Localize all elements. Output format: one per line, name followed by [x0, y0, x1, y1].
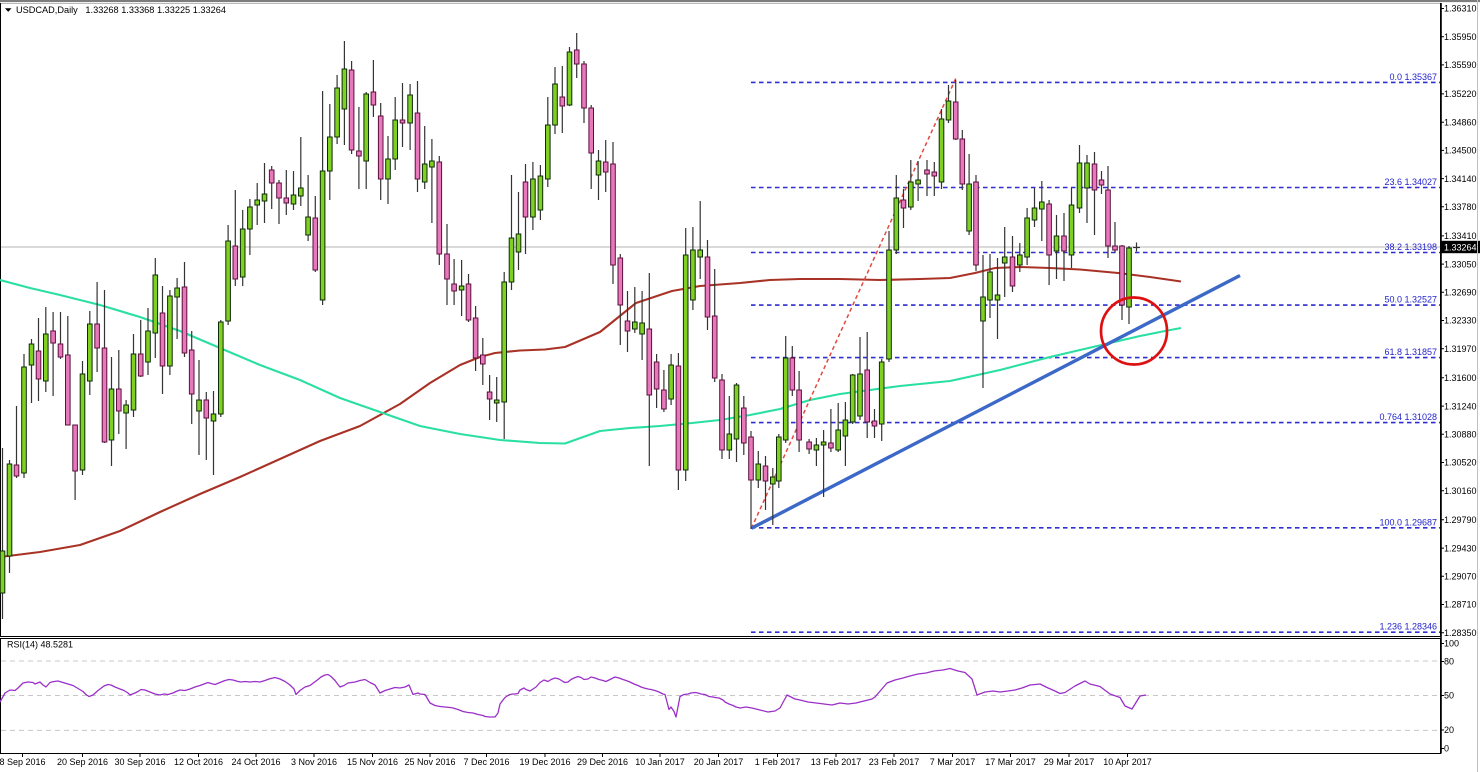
svg-text:20: 20 — [1444, 725, 1454, 735]
svg-text:12 Oct 2016: 12 Oct 2016 — [174, 757, 223, 767]
svg-text:3 Nov 2016: 3 Nov 2016 — [291, 757, 337, 767]
svg-text:1.31600: 1.31600 — [1444, 373, 1477, 383]
svg-text:19 Dec 2016: 19 Dec 2016 — [519, 757, 570, 767]
svg-text:1.33410: 1.33410 — [1444, 231, 1477, 241]
svg-text:25 Nov 2016: 25 Nov 2016 — [404, 757, 455, 767]
svg-text:29 Dec 2016: 29 Dec 2016 — [577, 757, 628, 767]
svg-text:1.30160: 1.30160 — [1444, 486, 1477, 496]
svg-text:23 Feb 2017: 23 Feb 2017 — [869, 757, 920, 767]
svg-text:17 Mar 2017: 17 Mar 2017 — [985, 757, 1036, 767]
svg-text:RSI(14) 48.5281: RSI(14) 48.5281 — [7, 640, 73, 650]
svg-text:23.6 1.34027: 23.6 1.34027 — [1384, 177, 1437, 187]
svg-text:10 Apr 2017: 10 Apr 2017 — [1103, 757, 1152, 767]
svg-text:1 Feb 2017: 1 Feb 2017 — [755, 757, 801, 767]
svg-text:61.8 1.31857: 61.8 1.31857 — [1384, 347, 1437, 357]
svg-text:1.33780: 1.33780 — [1444, 202, 1477, 212]
svg-text:24 Oct 2016: 24 Oct 2016 — [231, 757, 280, 767]
svg-text:100.0 1.29687: 100.0 1.29687 — [1379, 517, 1437, 527]
svg-text:50.0 1.32527: 50.0 1.32527 — [1384, 295, 1437, 305]
svg-text:100: 100 — [1444, 639, 1459, 649]
svg-text:1.28350: 1.28350 — [1444, 628, 1477, 638]
svg-text:80: 80 — [1444, 657, 1454, 667]
svg-text:USDCAD,Daily 1.33268 1.33368: USDCAD,Daily 1.33268 1.33368 1.33225 1.3… — [16, 5, 226, 15]
svg-text:1.32330: 1.32330 — [1444, 316, 1477, 326]
svg-text:1.35950: 1.35950 — [1444, 32, 1477, 42]
svg-text:7 Mar 2017: 7 Mar 2017 — [930, 757, 976, 767]
svg-text:1.28710: 1.28710 — [1444, 600, 1477, 610]
svg-text:1.36310: 1.36310 — [1444, 4, 1477, 14]
svg-text:1.34500: 1.34500 — [1444, 146, 1477, 156]
svg-text:10 Jan 2017: 10 Jan 2017 — [635, 757, 685, 767]
svg-text:1.30880: 1.30880 — [1444, 430, 1477, 440]
svg-text:1.236 1.28346: 1.236 1.28346 — [1379, 622, 1437, 632]
svg-text:0.764 1.31028: 0.764 1.31028 — [1379, 412, 1437, 422]
svg-text:1.32690: 1.32690 — [1444, 288, 1477, 298]
svg-text:29 Mar 2017: 29 Mar 2017 — [1044, 757, 1095, 767]
svg-text:1.33264: 1.33264 — [1444, 242, 1477, 252]
svg-text:1.31240: 1.31240 — [1444, 401, 1477, 411]
svg-text:13 Feb 2017: 13 Feb 2017 — [811, 757, 862, 767]
svg-text:1.35590: 1.35590 — [1444, 60, 1477, 70]
svg-text:50: 50 — [1444, 691, 1454, 701]
svg-text:1.34860: 1.34860 — [1444, 117, 1477, 127]
svg-text:1.35220: 1.35220 — [1444, 89, 1477, 99]
svg-text:1.34140: 1.34140 — [1444, 174, 1477, 184]
svg-text:8 Sep 2016: 8 Sep 2016 — [0, 757, 46, 767]
svg-text:15 Nov 2016: 15 Nov 2016 — [347, 757, 398, 767]
svg-text:20 Jan 2017: 20 Jan 2017 — [694, 757, 744, 767]
svg-text:7 Dec 2016: 7 Dec 2016 — [463, 757, 509, 767]
svg-text:1.33050: 1.33050 — [1444, 259, 1477, 269]
svg-text:1.30520: 1.30520 — [1444, 458, 1477, 468]
svg-text:0: 0 — [1444, 744, 1449, 754]
svg-text:30 Sep 2016: 30 Sep 2016 — [114, 757, 165, 767]
svg-text:1.31970: 1.31970 — [1444, 344, 1477, 354]
svg-text:1.29790: 1.29790 — [1444, 515, 1477, 525]
svg-text:0.0 1.35367: 0.0 1.35367 — [1389, 72, 1437, 82]
svg-text:20 Sep 2016: 20 Sep 2016 — [57, 757, 108, 767]
svg-text:1.29430: 1.29430 — [1444, 543, 1477, 553]
svg-text:1.29070: 1.29070 — [1444, 572, 1477, 582]
svg-text:38.2 1.33198: 38.2 1.33198 — [1384, 242, 1437, 252]
